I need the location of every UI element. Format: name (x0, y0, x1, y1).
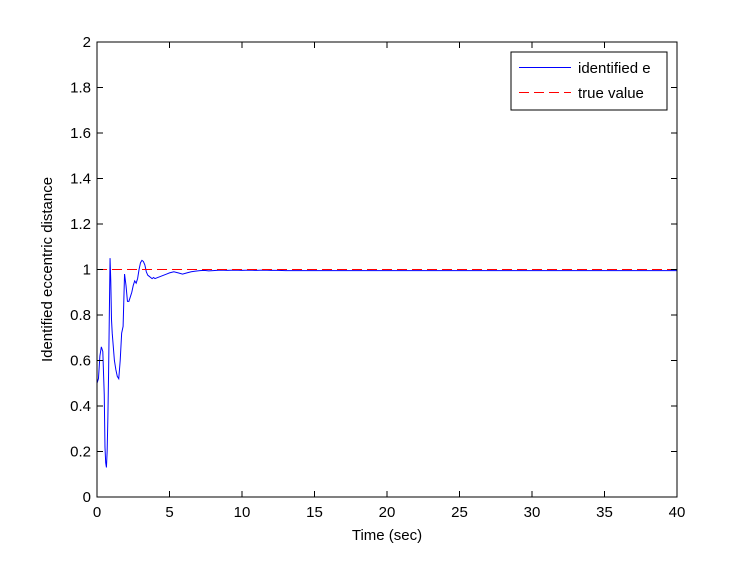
y-tick-label: 2 (83, 34, 91, 51)
y-tick-label: 0 (83, 489, 91, 506)
legend: identified e true value (510, 51, 668, 111)
y-tick-label: 0.8 (70, 307, 91, 324)
series-line-identified-e (96, 258, 677, 468)
legend-box (510, 51, 668, 111)
y-tick-label: 0.6 (70, 353, 91, 370)
legend-label-identified-e: identified e (578, 60, 651, 77)
y-tick-label: 1.2 (70, 216, 91, 233)
series-layer (96, 258, 677, 468)
x-tick-label: 5 (165, 504, 173, 521)
y-tick-label: 1.6 (70, 125, 91, 142)
y-tick-label: 1.4 (70, 171, 91, 188)
x-tick-label: 0 (93, 504, 101, 521)
y-axis-label: Identified eccentric distance (39, 177, 56, 362)
x-tick-label: 35 (596, 504, 613, 521)
x-tick-label: 40 (669, 504, 686, 521)
x-axis-label: Time (sec) (352, 527, 422, 544)
x-tick-label: 30 (524, 504, 541, 521)
x-tick-label: 20 (379, 504, 396, 521)
y-tick-label: 0.4 (70, 398, 91, 415)
tick-layer: 0 5 10 15 20 25 30 35 40 0 0.2 0.4 0.6 0.8 1 1.2 1.4 1.6 1… (70, 34, 685, 521)
x-tick-label: 10 (234, 504, 251, 521)
y-tick-label: 0.2 (70, 444, 91, 461)
legend-label-true-value: true value (578, 85, 644, 102)
x-tick-label: 25 (451, 504, 468, 521)
x-tick-label: 15 (306, 504, 323, 521)
y-tick-label: 1.8 (70, 80, 91, 97)
y-tick-label: 1 (83, 262, 91, 279)
